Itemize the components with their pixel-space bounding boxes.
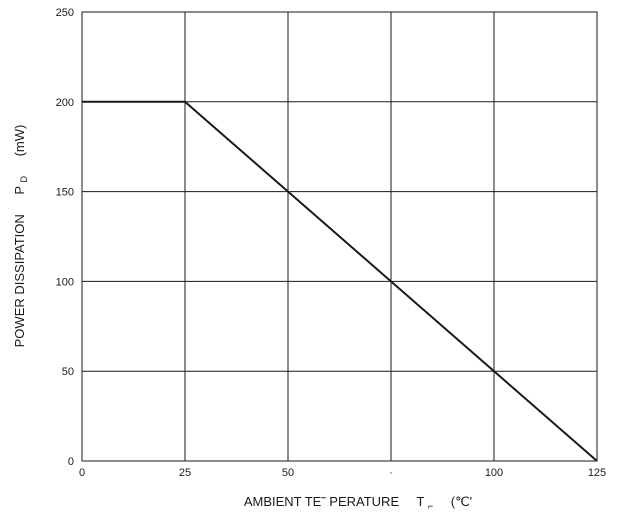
y-tick-label: 50 [62,366,74,378]
plot-frame [81,11,598,462]
x-axis-title-unit: (℃' [451,494,472,509]
x-tick-label: 50 [282,467,294,479]
y-axis-title-main: POWER DISSIPATION [12,214,27,347]
y-tick-label: 100 [56,276,74,288]
y-tick-label: 0 [68,456,74,468]
x-axis-title: AMBIENT TE˜ PERATURE T ⌐ (℃' [244,494,472,512]
x-axis-title-subscript: ⌐ [428,501,433,511]
x-axis-title-main: AMBIENT TE˜ PERATURE [244,494,400,509]
y-axis-title: POWER DISSIPATION P D (mW) [12,125,30,348]
y-tick-label: 200 [56,97,74,109]
x-tick-label: 25 [179,467,191,479]
x-tick-label: 0 [79,467,85,479]
y-tick-label: 250 [56,7,74,19]
y-tick-label: 150 [56,187,74,199]
x-tick-label: · [389,467,393,479]
derating-curve [82,100,598,462]
y-axis-title-unit: (mW) [12,125,27,157]
x-axis-title-symbol: T [417,494,425,509]
series-layer [82,100,598,462]
x-tick-label: 125 [588,467,606,479]
tick-labels: 0 25 50 · 100 125 0 50 100 150 200 250 [56,7,607,479]
y-axis-title-symbol: P [12,186,27,194]
y-axis-title-subscript: D [19,176,29,183]
x-tick-label: 100 [485,467,503,479]
